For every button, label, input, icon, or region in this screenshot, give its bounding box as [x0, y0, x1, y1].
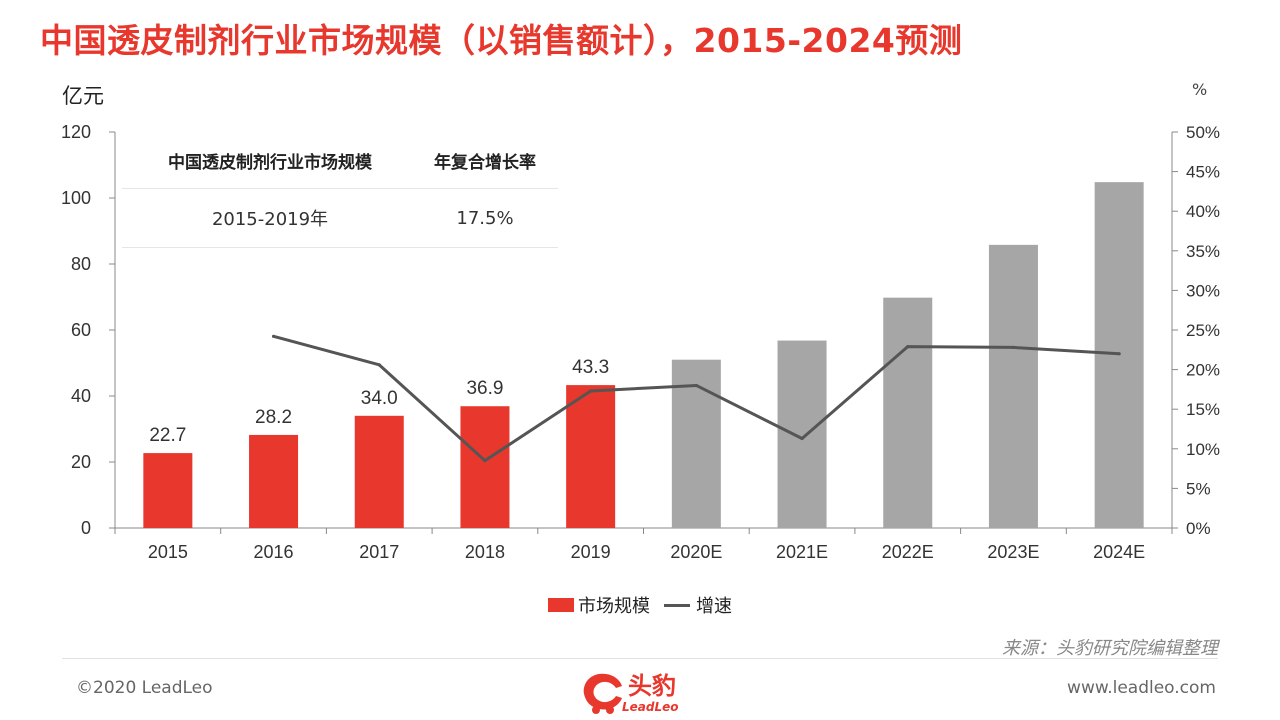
cagr-table-row: 2015-2019年 17.5%	[122, 189, 558, 248]
right-axis-unit: %	[1192, 80, 1208, 99]
legend-item-market-size: 市场规模	[548, 592, 650, 618]
left-tick-label: 100	[61, 188, 91, 208]
x-tick-label: 2022E	[882, 542, 934, 562]
copyright: ©2020 LeadLeo	[76, 678, 213, 698]
bar-data-label: 36.9	[466, 378, 503, 399]
cagr-header-rate: 年复合增长率	[434, 152, 536, 173]
right-tick-label: 0%	[1186, 519, 1211, 538]
x-tick-label: 2019	[571, 542, 611, 562]
growth-point-2021E	[800, 436, 804, 441]
leadleo-logo: 头豹 LeadLeo	[578, 664, 718, 720]
growth-point-2016	[271, 334, 276, 338]
growth-point-2022E	[906, 345, 910, 349]
bar-data-label: 43.3	[572, 357, 609, 378]
chart-legend: 市场规模 增速	[0, 592, 1280, 618]
cagr-value: 17.5%	[456, 207, 514, 229]
legend-line-label: 增速	[696, 596, 732, 617]
x-tick-label: 2016	[254, 542, 294, 562]
right-tick-label: 20%	[1186, 361, 1220, 380]
right-tick-label: 15%	[1186, 400, 1220, 419]
cagr-header-market: 中国透皮制剂行业市场规模	[168, 152, 372, 173]
x-tick-label: 2017	[359, 542, 399, 562]
bar-2022E	[883, 297, 933, 528]
left-tick-label: 60	[71, 320, 91, 340]
cagr-table-header: 中国透皮制剂行业市场规模 年复合增长率	[122, 132, 558, 189]
source-note: 来源：头豹研究院编辑整理	[1002, 638, 1218, 659]
right-tick-label: 10%	[1186, 440, 1220, 459]
legend-bar-swatch	[548, 598, 574, 612]
bar-data-label: 22.7	[149, 425, 186, 446]
growth-point-2023E	[1011, 345, 1016, 350]
growth-point-2020E	[694, 383, 698, 388]
logo-en-text: LeadLeo	[622, 700, 679, 714]
bar-2018	[460, 406, 510, 528]
growth-point-2017	[377, 363, 381, 367]
page-title: 中国透皮制剂行业市场规模（以销售额计），2015-2024预测	[40, 21, 963, 60]
x-tick-label: 2020E	[670, 542, 722, 562]
bar-data-label: 28.2	[255, 407, 292, 428]
growth-point-2018	[483, 459, 487, 463]
left-tick-label: 120	[61, 122, 91, 142]
left-tick-label: 20	[71, 452, 91, 472]
x-tick-label: 2018	[465, 542, 505, 562]
right-tick-label: 25%	[1186, 321, 1220, 340]
leopard-icon	[583, 673, 622, 714]
legend-bar-label: 市场规模	[578, 596, 650, 617]
website-link[interactable]: www.leadleo.com	[1067, 678, 1216, 698]
growth-point-2024E	[1117, 352, 1121, 356]
cagr-period: 2015-2019年	[211, 209, 329, 230]
growth-point-2019	[589, 389, 593, 393]
left-axis-unit: 亿元	[62, 84, 104, 108]
logo-cn-text: 头豹	[628, 672, 676, 700]
right-tick-label: 50%	[1186, 123, 1220, 142]
bar-2015	[143, 453, 193, 528]
bar-2023E	[988, 244, 1038, 529]
right-tick-label: 35%	[1186, 242, 1220, 261]
x-tick-label: 2023E	[987, 542, 1039, 562]
legend-line-swatch	[664, 603, 690, 607]
bar-2019	[566, 385, 616, 528]
x-tick-label: 2015	[148, 542, 188, 562]
legend-item-growth: 增速	[664, 592, 732, 618]
right-tick-label: 30%	[1186, 281, 1220, 300]
bar-2017	[354, 415, 404, 528]
left-tick-label: 80	[71, 254, 91, 274]
right-tick-label: 45%	[1186, 163, 1220, 182]
left-tick-label: 40	[71, 386, 91, 406]
cagr-table: 中国透皮制剂行业市场规模 年复合增长率 2015-2019年 17.5%	[122, 132, 558, 248]
right-tick-label: 5%	[1186, 479, 1211, 498]
x-tick-label: 2021E	[776, 542, 828, 562]
bar-data-label: 34.0	[361, 388, 398, 409]
bar-2016	[249, 434, 299, 528]
x-tick-label: 2024E	[1093, 542, 1145, 562]
bar-2021E	[777, 340, 827, 528]
footer-divider	[62, 658, 1218, 659]
left-tick-label: 0	[81, 518, 91, 538]
right-tick-label: 40%	[1186, 202, 1220, 221]
